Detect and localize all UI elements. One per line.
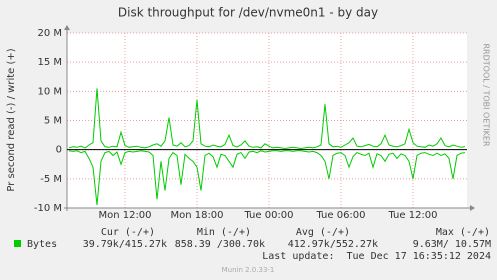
x-tick-label: Tue 00:00: [243, 210, 293, 221]
y-tick-label: 10 M: [37, 86, 62, 97]
legend-value: 858.39 /300.70k: [175, 239, 265, 250]
series-line: [68, 150, 466, 206]
legend-header: Avg (-/+): [296, 227, 350, 238]
y-tick-label: -5 M: [40, 174, 62, 185]
x-tick-label: Mon 18:00: [170, 210, 223, 221]
legend-value: 39.79k/415.27k: [83, 239, 167, 250]
legend-value: 9.63M/ 10.57M: [413, 239, 491, 250]
side-text: RRDTOOL / TOBI OETIKER: [482, 43, 491, 146]
y-tick-label: 0: [56, 145, 62, 156]
legend-label: Bytes: [27, 239, 57, 250]
legend-swatch: [14, 240, 21, 247]
x-axis-arrow: [470, 205, 475, 211]
series-line: [68, 88, 466, 150]
y-axis-arrow: [64, 25, 70, 30]
legend-header: Min (-/+): [197, 227, 251, 238]
y-tick-label: 20 M: [37, 28, 62, 39]
chart-title: Disk throughput for /dev/nvme0n1 - by da…: [118, 6, 378, 20]
y-axis-label: Pr second read (-) / write (+): [6, 48, 17, 191]
x-tick-label: Tue 06:00: [315, 210, 365, 221]
y-tick-label: 15 M: [37, 57, 62, 68]
last-update: Last update: Tue Dec 17 16:35:12 2024: [262, 251, 491, 262]
footer: Munin 2.0.33-1: [222, 266, 275, 274]
legend-value: 412.97k/552.27k: [288, 239, 378, 250]
x-tick-label: Mon 12:00: [98, 210, 151, 221]
legend-header: Max (-/+): [436, 227, 490, 238]
x-tick-label: Tue 12:00: [387, 210, 437, 221]
legend-header: Cur (-/+): [101, 227, 155, 238]
y-tick-label: 5 M: [44, 116, 62, 127]
y-tick-label: -10 M: [34, 203, 62, 214]
